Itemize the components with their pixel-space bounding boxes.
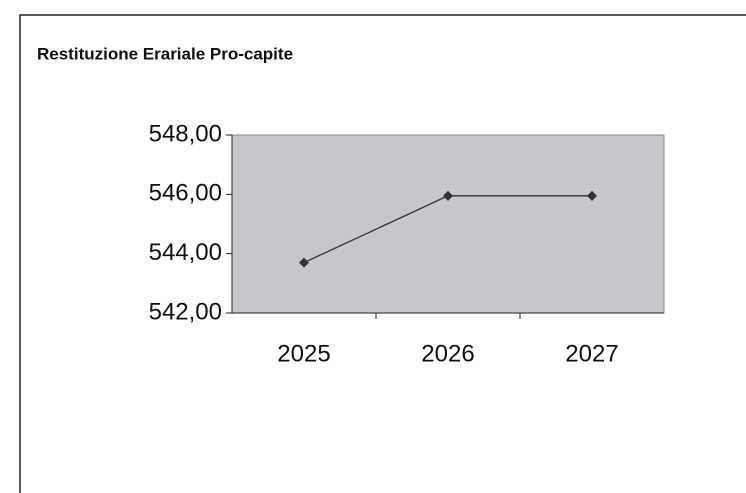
- x-tick-label: 2025: [277, 340, 330, 367]
- x-tick-label: 2026: [421, 340, 474, 367]
- y-tick-label: 542,00: [149, 298, 222, 325]
- y-tick-label: 546,00: [149, 180, 222, 207]
- plot-area: [231, 134, 665, 314]
- y-tick-label: 548,00: [149, 120, 222, 147]
- x-tick-label: 2027: [565, 340, 618, 367]
- data-point: [443, 190, 453, 201]
- data-point: [299, 257, 309, 268]
- chart-title: Restituzione Erariale Pro-capite: [37, 44, 293, 63]
- y-tick-label: 544,00: [149, 239, 222, 266]
- data-point: [587, 190, 597, 201]
